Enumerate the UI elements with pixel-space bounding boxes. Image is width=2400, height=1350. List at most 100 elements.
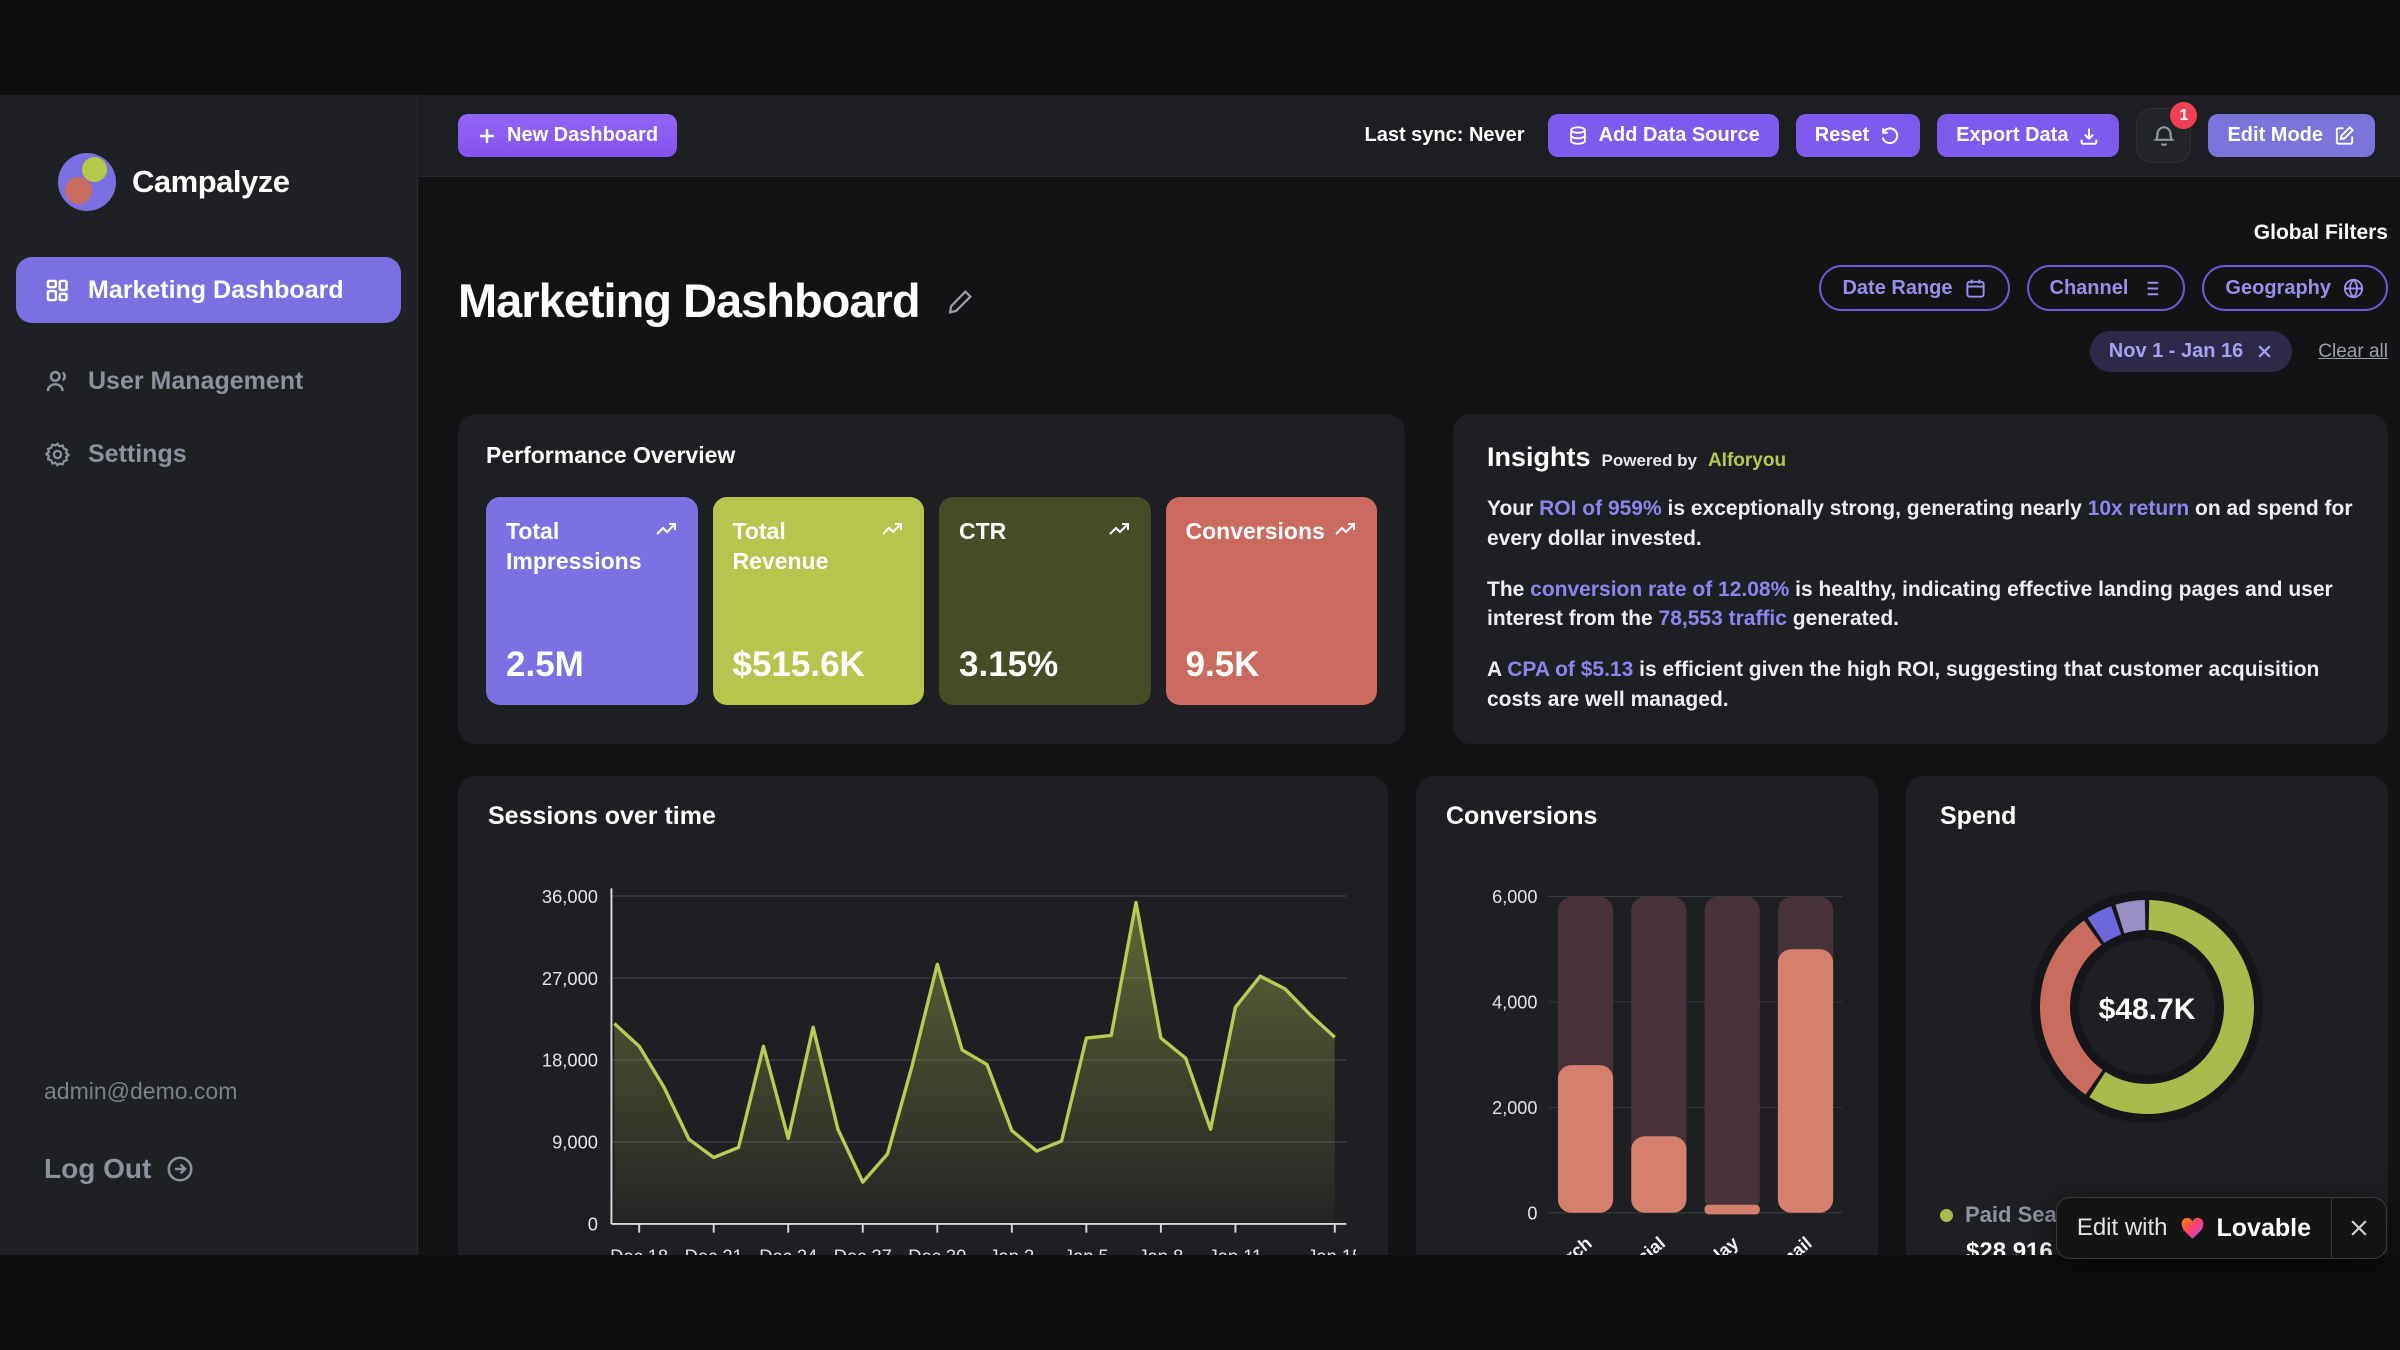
kpi-total-impressions: Total Impressions 2.5M bbox=[486, 497, 698, 705]
svg-text:Search: Search bbox=[1537, 1233, 1596, 1255]
brand-name: Campalyze bbox=[132, 164, 290, 199]
globe-icon bbox=[2342, 277, 2365, 300]
trending-up-icon bbox=[880, 517, 904, 541]
new-dashboard-button[interactable]: New Dashboard bbox=[458, 114, 678, 157]
svg-text:6,000: 6,000 bbox=[1492, 887, 1537, 907]
date-filter-chip[interactable]: Nov 1 - Jan 16 bbox=[2089, 331, 2293, 372]
logout-label: Log Out bbox=[44, 1153, 152, 1184]
channel-filter-button[interactable]: Channel bbox=[2026, 265, 2186, 311]
svg-text:0: 0 bbox=[1527, 1203, 1537, 1223]
top-toolbar: New Dashboard Last sync: Never Add Data … bbox=[418, 95, 2400, 177]
sidebar-item-user-management[interactable]: User Management bbox=[0, 367, 417, 396]
svg-text:Jan 11: Jan 11 bbox=[1209, 1246, 1263, 1255]
download-icon bbox=[2078, 125, 2100, 147]
conversions-card: Conversions 0 2,000 4,000 6,000 Search Social… bbox=[1416, 776, 1878, 1255]
sidebar-item-label: User Management bbox=[88, 367, 304, 395]
kpi-ctr: CTR 3.15% bbox=[939, 497, 1151, 705]
conversions-chart-title: Conversions bbox=[1446, 802, 1598, 830]
spend-chart-title: Spend bbox=[1940, 802, 2017, 830]
svg-text:27,000: 27,000 bbox=[542, 968, 598, 989]
performance-overview-card: Performance Overview Total Impressions 2… bbox=[458, 414, 1405, 744]
list-icon bbox=[2139, 277, 2162, 300]
svg-text:Dec 24: Dec 24 bbox=[759, 1246, 817, 1255]
svg-text:Email: Email bbox=[1766, 1233, 1816, 1255]
reset-button[interactable]: Reset bbox=[1795, 114, 1921, 157]
kpi-total-revenue: Total Revenue $515.6K bbox=[712, 497, 924, 705]
svg-text:Jan 5: Jan 5 bbox=[1064, 1246, 1109, 1255]
performance-overview-title: Performance Overview bbox=[486, 442, 736, 468]
svg-text:Display: Display bbox=[1680, 1233, 1742, 1255]
insights-title: Insights bbox=[1487, 442, 1591, 472]
sidebar-item-marketing-dashboard[interactable]: Marketing Dashboard bbox=[16, 257, 401, 323]
powered-by-label: Powered by bbox=[1601, 451, 1697, 470]
arrow-right-circle-icon bbox=[165, 1154, 195, 1184]
reset-icon bbox=[1879, 125, 1901, 147]
add-data-source-button[interactable]: Add Data Source bbox=[1547, 114, 1779, 157]
notifications-button[interactable]: 1 bbox=[2136, 102, 2198, 163]
campalyze-logo-icon bbox=[58, 153, 116, 211]
legend-dot-paid-search bbox=[1940, 1208, 1953, 1222]
svg-text:Dec 27: Dec 27 bbox=[834, 1246, 892, 1255]
lovable-heart-icon bbox=[2179, 1215, 2206, 1242]
sidebar-footer: admin@demo.com Log Out bbox=[44, 1078, 237, 1185]
plus-icon bbox=[477, 126, 497, 146]
gear-icon bbox=[44, 441, 71, 468]
svg-text:9,000: 9,000 bbox=[552, 1132, 598, 1153]
lovable-badge-link[interactable]: Edit with Lovable bbox=[2076, 1213, 2311, 1242]
edit-mode-button[interactable]: Edit Mode bbox=[2208, 114, 2375, 157]
export-data-button[interactable]: Export Data bbox=[1937, 114, 2120, 157]
edit-square-icon bbox=[2333, 124, 2356, 147]
user-email: admin@demo.com bbox=[44, 1078, 238, 1104]
logout-button[interactable]: Log Out bbox=[44, 1153, 237, 1185]
svg-text:2,000: 2,000 bbox=[1492, 1098, 1537, 1118]
date-range-filter-button[interactable]: Date Range bbox=[1819, 265, 2010, 311]
calendar-icon bbox=[1964, 277, 1987, 300]
svg-text:Dec 18: Dec 18 bbox=[610, 1246, 668, 1255]
insights-text: Your ROI of 959% is exceptionally strong… bbox=[1487, 497, 2353, 712]
edit-with-lovable-badge[interactable]: Edit with Lovable bbox=[2055, 1197, 2387, 1259]
global-filters-label: Global Filters bbox=[2253, 221, 2388, 244]
notification-count-badge: 1 bbox=[2170, 102, 2198, 129]
user-icon bbox=[44, 368, 71, 395]
sidebar: Campalyze Marketing Dashboard User Manag… bbox=[0, 95, 418, 1255]
kpi-conversions: Conversions 9.5K bbox=[1165, 497, 1377, 705]
svg-text:Jan 2: Jan 2 bbox=[989, 1246, 1034, 1255]
global-filters: Global Filters Date Range Channel bbox=[1819, 221, 2388, 372]
geography-filter-button[interactable]: Geography bbox=[2202, 265, 2388, 311]
sessions-line-chart: 0 9,000 18,000 27,000 36,000 Dec 18 Dec 21 Dec … bbox=[542, 886, 1362, 1255]
svg-text:36,000: 36,000 bbox=[542, 886, 598, 907]
main-content: Marketing Dashboard Global Filters Date … bbox=[418, 177, 2400, 1255]
spend-donut-chart bbox=[2031, 891, 2263, 1123]
trending-up-icon bbox=[1107, 517, 1131, 541]
brand: Campalyze bbox=[58, 153, 417, 211]
close-icon[interactable] bbox=[2256, 343, 2273, 360]
spend-card: Spend $48.7K Paid Search $28,916.74 Paid… bbox=[1906, 776, 2388, 1255]
close-icon bbox=[2351, 1220, 2367, 1236]
app-window: Campalyze Marketing Dashboard User Manag… bbox=[0, 95, 2400, 1255]
lovable-close-button[interactable] bbox=[2332, 1198, 2386, 1258]
svg-text:4,000: 4,000 bbox=[1492, 993, 1537, 1013]
svg-text:Jan 8: Jan 8 bbox=[1138, 1246, 1183, 1255]
database-icon bbox=[1567, 125, 1589, 147]
trending-up-icon bbox=[1333, 517, 1357, 541]
conversions-bar-chart: 0 2,000 4,000 6,000 Search Social Display Email bbox=[1492, 887, 1843, 1255]
sidebar-nav: Marketing Dashboard User Management Sett… bbox=[0, 257, 417, 469]
sessions-over-time-card: Sessions over time 0 9,000 18,000 27,000 36,… bbox=[458, 776, 1388, 1255]
svg-text:Social: Social bbox=[1615, 1233, 1669, 1255]
svg-text:Dec 21: Dec 21 bbox=[685, 1246, 743, 1255]
page-title: Marketing Dashboard bbox=[458, 274, 921, 327]
dashboard-grid-icon bbox=[44, 277, 71, 304]
svg-text:Jan 15: Jan 15 bbox=[1307, 1246, 1356, 1255]
svg-text:0: 0 bbox=[588, 1214, 598, 1235]
last-sync-status: Last sync: Never bbox=[1364, 124, 1525, 146]
svg-text:18,000: 18,000 bbox=[542, 1050, 598, 1071]
sidebar-item-settings[interactable]: Settings bbox=[0, 440, 417, 469]
bell-icon bbox=[2151, 123, 2177, 149]
ai-brand-label: AIforyou bbox=[1707, 450, 1787, 471]
sidebar-item-label: Marketing Dashboard bbox=[88, 275, 344, 304]
clear-all-link[interactable]: Clear all bbox=[2318, 340, 2388, 362]
sidebar-item-label: Settings bbox=[88, 440, 187, 468]
trending-up-icon bbox=[654, 517, 678, 541]
insights-card: Insights Powered by AIforyou Your ROI of… bbox=[1453, 414, 2388, 744]
edit-title-pencil-icon[interactable] bbox=[946, 286, 976, 316]
